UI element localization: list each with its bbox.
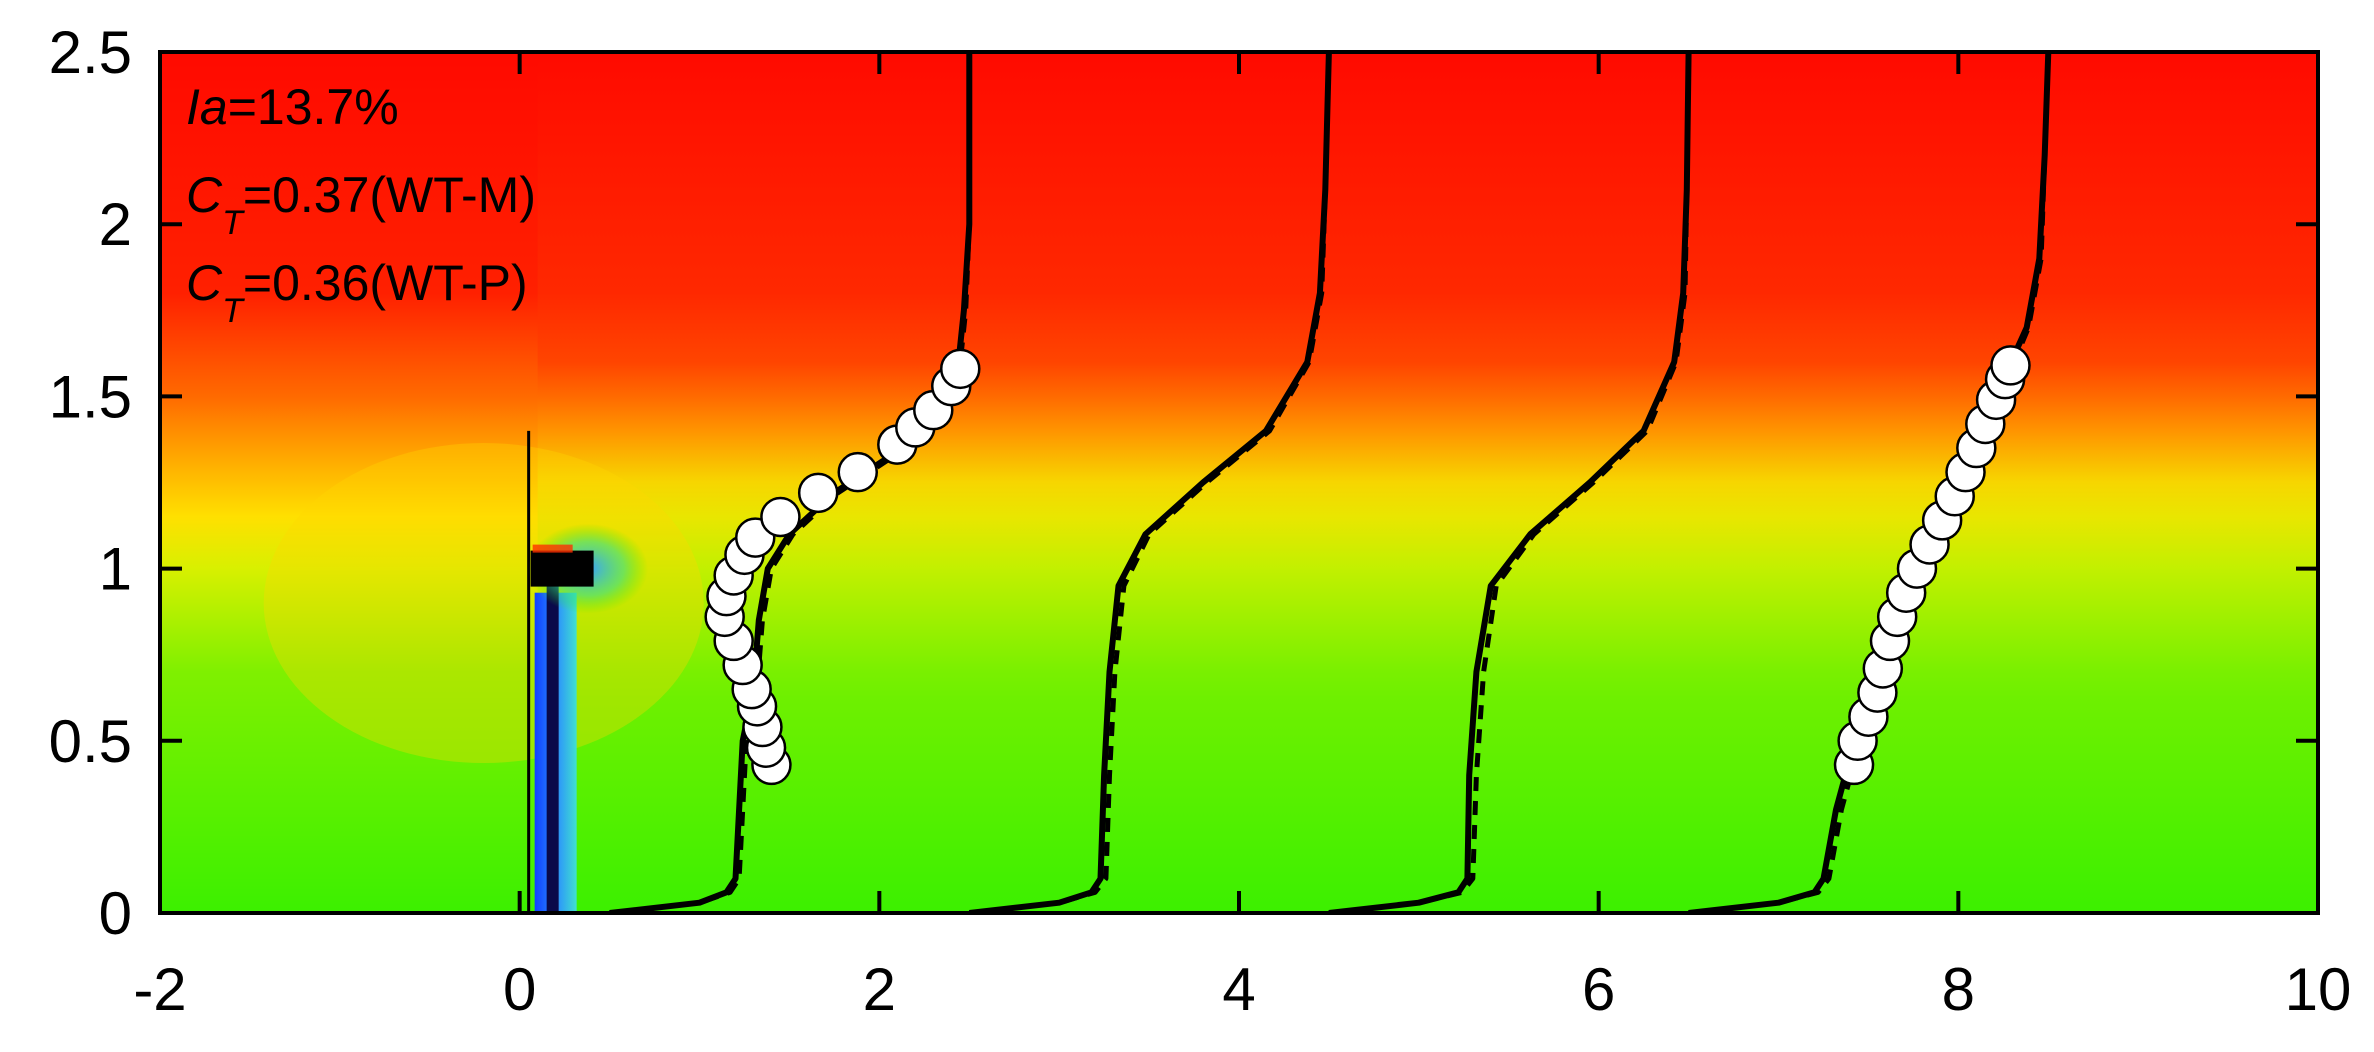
y-tick-labels: 0 0.5 1 1.5 2 2.5: [49, 19, 132, 947]
marker-0-14: [837, 451, 879, 493]
ct-wtm-annotation: CT=0.37(WT-M): [186, 167, 536, 242]
xtick-label-1: 0: [503, 956, 536, 1023]
xtick-label-5: 8: [1942, 956, 1975, 1023]
ct-wtp-symbol: C: [186, 255, 223, 311]
ytick-label-0: 0: [99, 880, 132, 947]
marker-0-12: [760, 496, 801, 538]
marker-3-17: [1990, 345, 2031, 386]
ct-wtm-value: =0.37(WT-M): [243, 167, 536, 223]
experimental-markers: [704, 345, 2031, 786]
ia-symbol: Ia: [186, 79, 228, 135]
profile-1-solid: [968, 52, 1332, 913]
ct-wtm-symbol: C: [186, 167, 223, 223]
marker-0-19: [940, 348, 981, 390]
ia-annotation: Ia=13.7%: [186, 79, 399, 135]
upstream-induction-zone: [263, 443, 704, 764]
ia-value: =13.7%: [228, 79, 399, 135]
ytick-label-3: 1.5: [49, 363, 132, 430]
x-tick-labels: -2 0 2 4 6 8 10: [133, 956, 2351, 1023]
marker-0-13: [797, 472, 839, 514]
wind-turbine: [527, 430, 649, 913]
ytick-label-2: 1: [99, 536, 132, 603]
tower: [546, 585, 559, 913]
rotor-tip-accel: [532, 544, 573, 553]
profile-2-solid: [1328, 52, 1692, 913]
ytick-label-4: 2: [99, 191, 132, 258]
ct-wtp-value: =0.36(WT-P): [243, 255, 528, 311]
xtick-label-3: 4: [1222, 956, 1255, 1023]
ytick-label-5: 2.5: [49, 19, 132, 86]
ct-wtp-annotation: CT=0.36(WT-P): [186, 255, 528, 330]
ct-wtp-subscript: T: [222, 292, 245, 330]
ytick-label-1: 0.5: [49, 708, 132, 775]
profile-0-solid: [609, 52, 973, 913]
xtick-label-4: 6: [1582, 956, 1615, 1023]
xtick-label-2: 2: [863, 956, 896, 1023]
axis-ticks: [158, 50, 2320, 915]
annotations: Ia=13.7% CT=0.37(WT-M) CT=0.36(WT-P): [186, 79, 536, 330]
xtick-label-6: 10: [2285, 956, 2352, 1023]
ct-wtm-subscript: T: [222, 204, 245, 242]
nacelle: [530, 550, 594, 587]
xtick-label-0: -2: [133, 956, 186, 1023]
